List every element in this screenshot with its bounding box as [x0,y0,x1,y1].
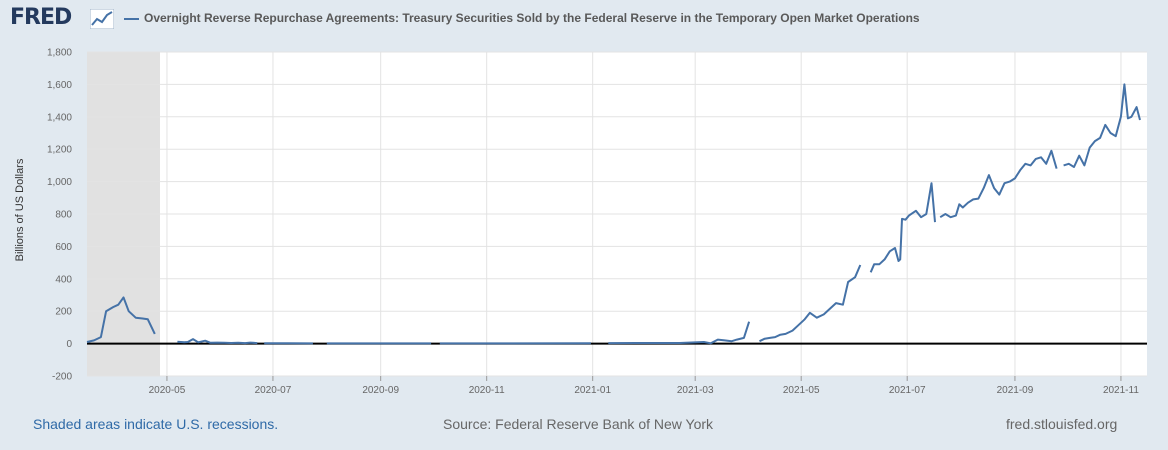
y-tick-label: 1,400 [47,112,72,123]
series-line-segment [86,296,156,343]
y-tick-label: 600 [55,242,72,253]
y-tick-label: 800 [55,210,72,221]
series-line-segment [869,182,936,273]
y-tick-label: 400 [55,274,72,285]
series-line-segment [608,321,751,345]
x-tick-label: 2020-11 [469,385,505,396]
source-text: Source: Federal Reserve Bank of New York [443,416,714,432]
line-chart-icon [90,9,114,29]
x-tick-label: 2021-09 [997,385,1034,396]
x-tick-label: 2021-01 [574,385,611,396]
y-tick-label: 1,000 [47,177,72,188]
y-tick-label: 1,600 [47,80,72,91]
x-tick-label: 2020-05 [149,385,186,396]
y-tick-label: 0 [66,339,72,350]
series-line-segment [177,338,258,345]
x-tick-label: 2021-03 [677,385,714,396]
chart-title: Overnight Reverse Repurchase Agreements:… [144,11,920,25]
recession-note-link[interactable]: Shaded areas indicate U.S. recessions. [33,416,279,432]
x-tick-label: 2020-09 [362,385,399,396]
y-tick-label: 1,800 [47,48,72,59]
y-tick-label: 1,200 [47,145,72,156]
y-tick-label: -200 [52,372,72,383]
series-line-segment [759,264,862,343]
line-chart: -200 0 200 400 600 800 1,000 1,200 1,400 1,600 1,8… [47,48,1147,396]
site-link[interactable]: fred.stlouisfed.org [1006,416,1118,432]
series-line-segment [1063,83,1141,168]
y-tick-label: 200 [55,307,72,318]
x-tick-label: 2021-05 [783,385,820,396]
x-tick-label: 2020-07 [255,385,292,396]
y-axis-label: Billions of US Dollars [14,158,26,262]
series-line-segment [939,149,1058,219]
x-tick-label: 2021-11 [1103,385,1139,396]
fred-logo[interactable]: FRED [10,5,72,30]
x-tick-label: 2021-07 [889,385,926,396]
chart-header: FRED Overnight Reverse Repurchase Agreem… [0,0,1168,40]
legend-series-swatch [124,18,139,20]
